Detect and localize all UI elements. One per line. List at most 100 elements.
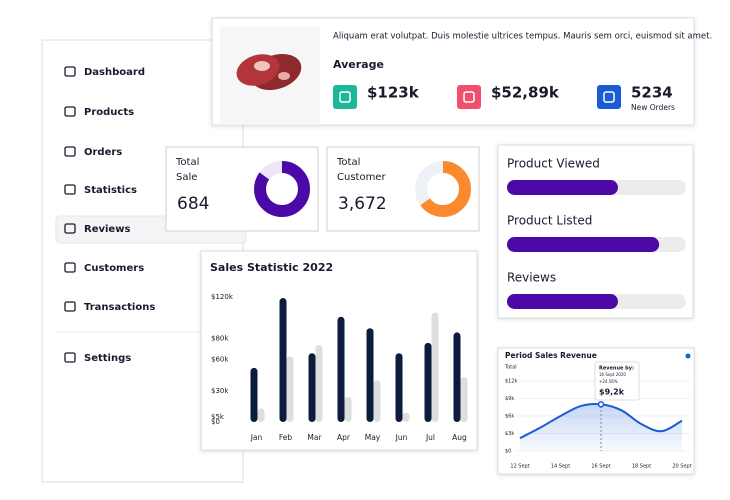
bar-chart: $0$5k $30k $60k $80k $120k Jan Feb Mar Apr May Jun… (211, 293, 468, 442)
ring (254, 161, 310, 217)
bar (279, 298, 287, 422)
x-tick-label: 18 Sept (632, 464, 651, 470)
menu-icon (64, 352, 76, 363)
progress-bar (507, 294, 618, 309)
menu-icon (64, 262, 76, 273)
summary-value: 3,672 (338, 194, 387, 214)
y-tick-label: $9k (505, 396, 514, 402)
stat-value: $123k (367, 84, 420, 102)
progress-label: Product Viewed (507, 157, 600, 171)
y-tick-label: $12k (505, 379, 518, 385)
stat-icon (597, 85, 621, 109)
summary-label: Total (336, 157, 360, 168)
x-tick-label: May (365, 433, 381, 442)
bar (315, 344, 323, 422)
bar (286, 356, 294, 422)
y-tick-label: $0 (505, 449, 511, 455)
summary-cards: Total Sale 684 Total Customer 3,672 (165, 146, 480, 232)
x-tick-label: 16 Sept (591, 464, 610, 470)
y-tick-label: $80k (211, 335, 229, 343)
line-title: Period Sales Revenue (505, 351, 597, 360)
x-tick-label: Apr (337, 433, 351, 442)
menu-icon (64, 301, 76, 312)
tooltip-change: +24.56% (599, 379, 618, 384)
ring (415, 161, 471, 217)
info-dot (685, 353, 691, 359)
summary-card (165, 146, 319, 232)
stat-glyph (339, 91, 351, 103)
y-tick-label: $60k (211, 356, 229, 364)
bar (460, 377, 468, 422)
menu-item[interactable]: Customers (84, 263, 144, 274)
menu-icon (64, 146, 76, 157)
bar (250, 367, 258, 422)
tooltip (594, 361, 640, 401)
x-tick-label: Mar (307, 433, 322, 442)
bar (402, 412, 410, 422)
tooltip-value: $9,2k (599, 388, 625, 397)
y-tick-label: $120k (211, 293, 234, 301)
bar-title: Sales Statistic 2022 (210, 261, 333, 274)
bar (373, 380, 381, 422)
progress-list: Product Viewed Product Listed Reviews (507, 157, 686, 309)
menu-icon (64, 106, 76, 117)
progress-label: Reviews (507, 271, 556, 285)
description: Aliquam erat volutpat. Duis molestie ult… (333, 32, 712, 42)
bar (366, 328, 374, 422)
menu-icon (64, 184, 76, 195)
progress-bar (507, 237, 660, 252)
stat-value: $52,89k (491, 84, 560, 102)
summary-label: Customer (337, 172, 386, 183)
y-tick-label: $0 (211, 418, 220, 426)
x-tick-label: Feb (279, 433, 293, 442)
progress-label: Product Listed (507, 214, 592, 228)
menu-item[interactable]: Orders (84, 147, 122, 158)
x-tick-label: Aug (452, 433, 467, 442)
bar (453, 332, 461, 422)
y-tick-label: $30k (211, 387, 229, 395)
x-tick-label: 12 Sept (510, 464, 529, 470)
menu-icon (64, 223, 76, 234)
menu-icon (64, 66, 76, 77)
summary-value: 684 (177, 194, 209, 214)
bar (424, 342, 432, 422)
bar (257, 408, 265, 422)
stat-icon (333, 85, 357, 109)
stat-glyph (463, 91, 475, 103)
progress-bar (507, 180, 618, 195)
x-tick-label: 20 Sept (672, 464, 691, 470)
stat-icon (457, 85, 481, 109)
sidebar-items: Dashboard Products Orders Statistics Reviews… (64, 66, 155, 364)
stat-value: 5234 (631, 84, 673, 102)
menu-item[interactable]: Settings (84, 353, 131, 364)
menu-item[interactable]: Statistics (84, 185, 137, 196)
tooltip-date: 16 Sept 2020 (599, 372, 626, 377)
x-tick-label: 14 Sept (551, 464, 570, 470)
x-tick-label: Jan (250, 433, 263, 442)
meat-image (236, 53, 302, 91)
bar (431, 312, 439, 422)
stat-glyph (603, 91, 615, 103)
line-chart: Total $0 $3k $6k $9k $12k 12 Sept 14 Sept 16 Sep… (504, 361, 692, 470)
y-tick-label: $5k (211, 413, 225, 421)
bar (337, 316, 345, 422)
summary-card (326, 146, 480, 232)
summary-label: Total (175, 157, 199, 168)
menu-item[interactable]: Reviews (84, 224, 130, 235)
y-tick-label: $6k (505, 414, 514, 420)
bar (308, 353, 316, 422)
menu-item[interactable]: Products (84, 107, 134, 118)
progress-card (497, 144, 694, 319)
menu-item[interactable]: Dashboard (84, 67, 145, 78)
x-tick-label: Jun (395, 433, 408, 442)
tooltip-title: Revenue by: (599, 366, 634, 372)
y-label: Total (504, 365, 517, 371)
average-title: Average (333, 58, 384, 71)
x-tick-label: Jul (425, 433, 435, 442)
y-tick-label: $3k (505, 431, 514, 437)
menu-item[interactable]: Transactions (84, 302, 155, 313)
bar (344, 397, 352, 422)
stat-caption: New Orders (631, 103, 675, 112)
